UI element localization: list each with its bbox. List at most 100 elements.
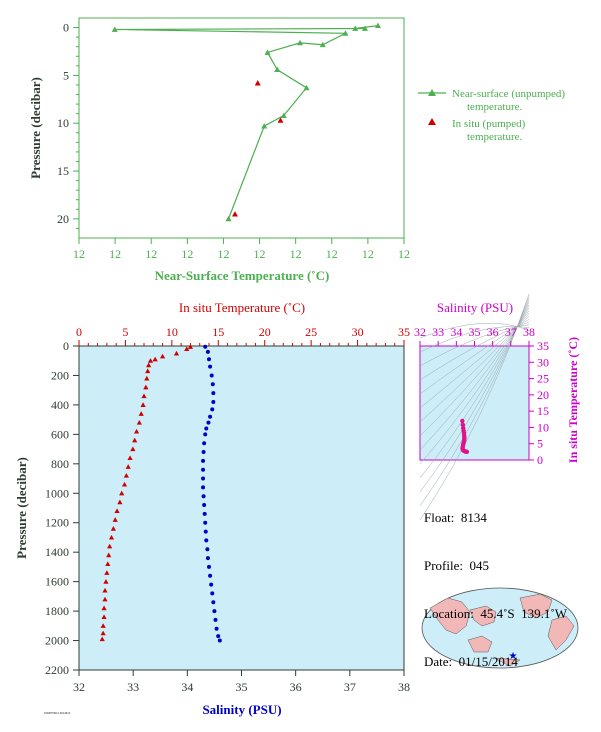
near-surface-point <box>303 84 310 91</box>
temperature-point <box>114 508 120 514</box>
salinity-point <box>203 529 208 534</box>
temperature-point <box>102 596 108 602</box>
near-surface-point <box>375 22 381 29</box>
top-y-tick-label: 5 <box>63 68 69 82</box>
ts-density-contours <box>419 293 530 521</box>
ts-temperature-tick-label: 10 <box>537 420 549 434</box>
top-x-tick-label: 12 <box>217 247 229 261</box>
legend-marker-in-situ <box>428 118 436 125</box>
density-contour <box>419 321 530 381</box>
density-contour <box>419 318 530 395</box>
top-x-tick-label: 12 <box>145 247 157 261</box>
ts-title: Salinity (PSU) <box>437 300 513 315</box>
in-situ-point <box>254 80 261 86</box>
top-x-tick-label: 12 <box>326 247 338 261</box>
salinity-point <box>203 520 208 525</box>
profile-temperature-axis: 0 5 10 15 20 25 30 35 <box>76 325 410 346</box>
density-contour <box>419 326 530 353</box>
salinity-tick-label: 33 <box>127 680 139 694</box>
ts-point <box>460 422 466 428</box>
pressure-tick-label: 400 <box>51 398 69 412</box>
salinity-point <box>203 344 208 349</box>
salinity-point <box>211 600 216 605</box>
profile-chart: 0200400600800100012001400160018002000220… <box>14 300 410 717</box>
ts-temperature-axis: 0 5 10 15 20 25 30 35 <box>529 339 549 467</box>
world-map: ★ <box>421 587 579 669</box>
profile-pressure-axis-label: Pressure (decibar) <box>14 457 29 559</box>
profile-temperature-axis-label: In situ Temperature (˚C) <box>179 300 305 315</box>
near-surface-point <box>319 41 326 48</box>
pressure-tick-label: 0 <box>63 339 69 353</box>
pressure-tick-label: 800 <box>51 457 69 471</box>
ts-point <box>460 418 465 424</box>
density-contour <box>419 322 530 339</box>
legend-label-in-situ-2: temperature. <box>467 131 523 143</box>
profile-number: Profile: 045 <box>424 558 489 573</box>
ts-salinity-tick-label: 36 <box>487 325 499 339</box>
salinity-point <box>211 391 216 396</box>
salinity-point <box>202 511 207 516</box>
profile-date: Date: 01/15/2014 <box>424 654 518 669</box>
top-y-tick-label: 20 <box>57 212 69 226</box>
salinity-point <box>210 591 215 596</box>
pressure-tick-label: 1200 <box>45 516 69 530</box>
top-y-axis-label: Pressure (decibar) <box>28 77 43 179</box>
temperature-point <box>119 490 125 496</box>
top-y-axis: 0 5 10 15 20 <box>57 21 79 229</box>
profile-salinity-axis: 32 33 34 35 36 37 38 <box>73 670 410 694</box>
salinity-tick-label: 32 <box>73 680 85 694</box>
float-location: Location: 45.4˚S 139.1˚W <box>424 606 567 621</box>
salinity-point <box>204 426 209 431</box>
salinity-point <box>211 399 216 404</box>
near-surface-point <box>362 25 368 31</box>
pressure-tick-label: 1400 <box>45 545 69 559</box>
temperature-tick-label: 20 <box>259 325 271 339</box>
salinity-point <box>201 494 206 499</box>
temperature-point <box>133 428 140 434</box>
temperature-point <box>125 464 131 469</box>
top-x-tick-label: 12 <box>181 247 193 261</box>
map-location-marker: ★ <box>509 651 518 662</box>
top-x-tick-label: 12 <box>290 247 302 261</box>
footer-code: 1993073012 2014012 <box>44 711 71 715</box>
temperature-point <box>110 526 116 531</box>
temperature-point <box>101 614 107 620</box>
near-surface-point <box>342 30 349 36</box>
ts-temperature-tick-label: 15 <box>537 404 549 418</box>
temperature-point <box>106 552 112 558</box>
temperature-point <box>173 350 180 356</box>
ts-salinity-tick-label: 37 <box>505 325 517 339</box>
salinity-tick-label: 38 <box>398 680 410 694</box>
salinity-point <box>201 458 206 463</box>
temperature-point <box>112 517 118 522</box>
salinity-point <box>204 538 209 543</box>
temperature-point <box>101 605 107 611</box>
salinity-point <box>207 357 211 362</box>
salinity-point <box>208 573 213 578</box>
ts-temperature-tick-label: 25 <box>537 372 549 386</box>
temperature-point <box>100 623 106 628</box>
density-contour <box>419 324 530 367</box>
ts-salinity-tick-label: 35 <box>469 325 481 339</box>
top-x-tick-label: 12 <box>73 247 85 261</box>
float-number: Float: 8134 <box>424 510 487 525</box>
temperature-tick-label: 35 <box>398 325 410 339</box>
salinity-point <box>208 364 213 369</box>
profile-plot-area <box>78 345 405 671</box>
temperature-tick-label: 10 <box>166 325 178 339</box>
ts-chart: 32 33 34 35 36 37 38 0 5 10 15 20 25 30 35 Salinity (… <box>414 293 580 521</box>
salinity-point <box>203 432 208 437</box>
temperature-point <box>103 579 109 584</box>
temperature-tick-label: 15 <box>212 325 224 339</box>
density-contour <box>419 316 530 409</box>
temperature-point <box>187 344 194 349</box>
profile-pressure-axis: 0 200 400 600 800 1000 1200 1400 1600 1800 2000 220… <box>45 339 79 677</box>
salinity-tick-label: 34 <box>181 680 193 694</box>
top-x-tick-label: 12 <box>398 247 410 261</box>
legend-label-near-surface-1: Near-surface (unpumped) <box>452 88 565 100</box>
temperature-point <box>184 346 190 352</box>
temperature-point <box>159 353 166 359</box>
top-x-tick-label: 12 <box>362 247 374 261</box>
salinity-tick-label: 36 <box>290 680 302 694</box>
salinity-point <box>206 420 211 425</box>
